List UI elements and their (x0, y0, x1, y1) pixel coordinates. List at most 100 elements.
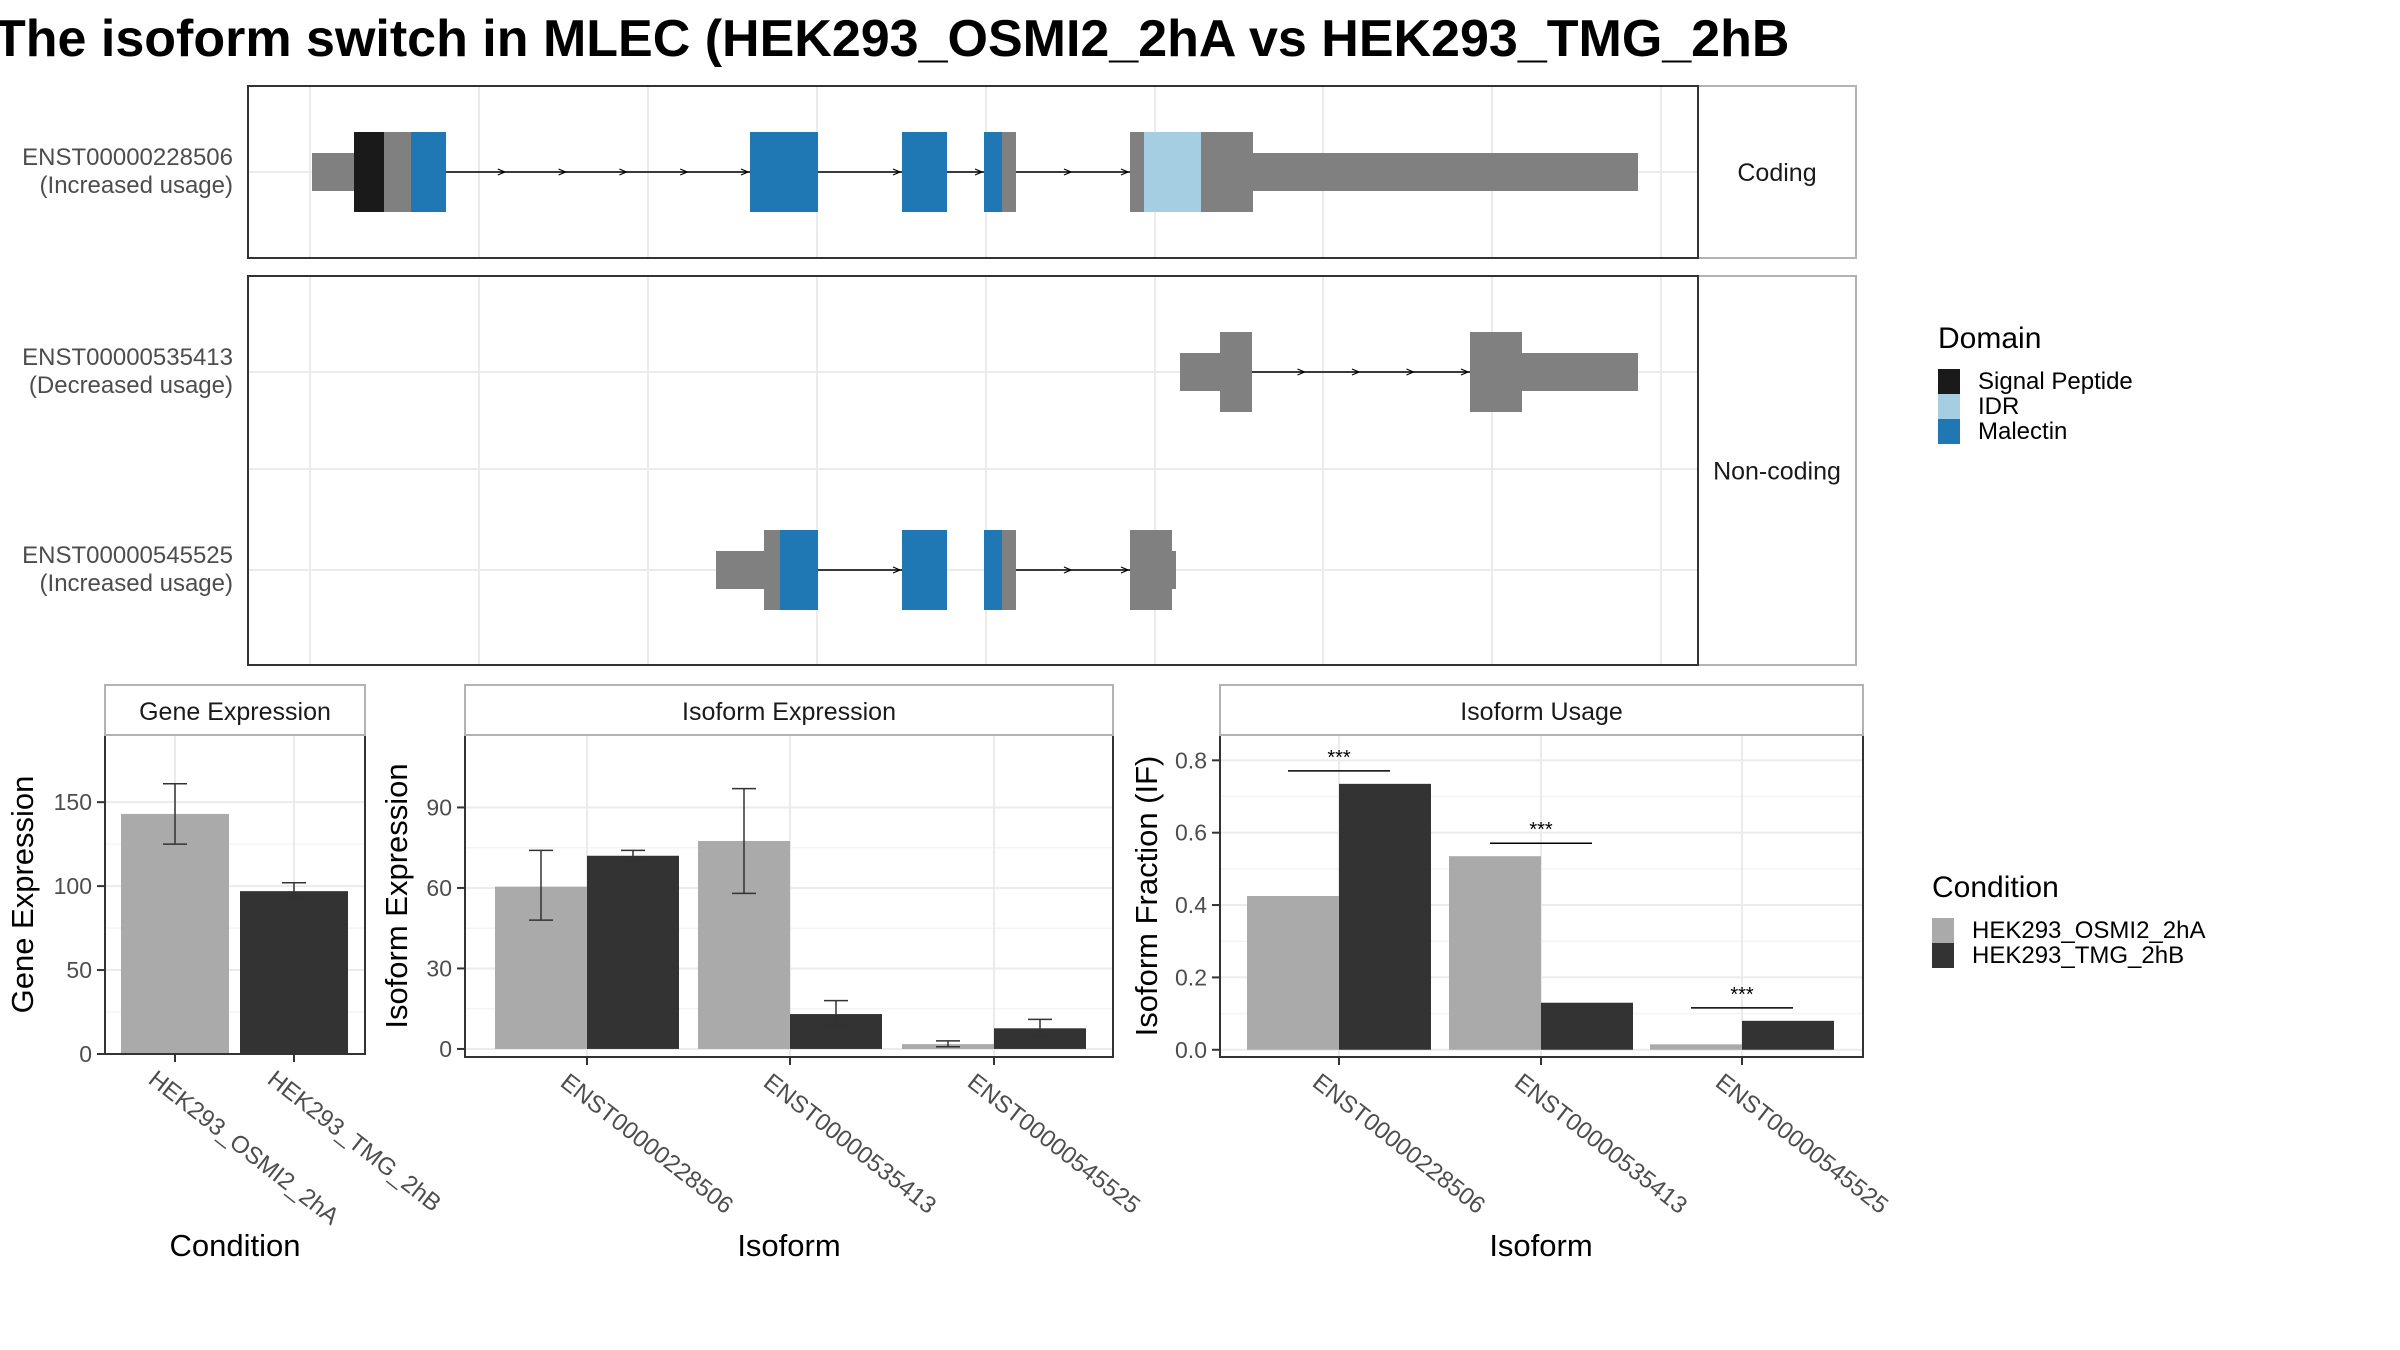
utr-exon (1172, 551, 1176, 589)
legend-label: HEK293_TMG_2hB (1972, 942, 2184, 969)
intron-direction-arrow (1460, 368, 1470, 376)
structure-panel-bg (248, 276, 1698, 665)
intron-direction-arrow (1297, 368, 1307, 376)
legend-title: Condition (1932, 871, 2059, 904)
malectin-domain-region (750, 132, 818, 212)
y-tick-label: 0.6 (1175, 820, 1207, 846)
x-tick-label: ENST00000535413 (1509, 1068, 1692, 1219)
coding-exon (1130, 132, 1144, 212)
bar (1339, 783, 1431, 1050)
y-tick-label: 0 (79, 1041, 92, 1067)
y-tick-label: 0.0 (1175, 1037, 1207, 1063)
legend-label: IDR (1978, 393, 2019, 420)
malectin-domain-region (411, 132, 446, 212)
y-axis-title: Isoform Fraction (IF) (1129, 756, 1164, 1037)
transcript-id-label: ENST00000228506 (22, 144, 233, 171)
y-axis-title: Gene Expression (5, 776, 40, 1014)
intron-direction-arrow (1063, 168, 1073, 176)
bar (240, 891, 348, 1054)
coding-exon (1002, 132, 1016, 212)
coding-exon (1201, 132, 1253, 212)
facet-strip (1697, 275, 1857, 666)
y-tick-label: 0.8 (1175, 747, 1207, 773)
x-tick-label: ENST00000545525 (962, 1068, 1145, 1219)
y-tick-label: 150 (54, 789, 92, 815)
y-tick-label: 0.4 (1175, 892, 1207, 918)
panel-title: Gene Expression (139, 698, 331, 726)
intron-direction-arrow (892, 566, 902, 574)
coding-exon (1130, 530, 1172, 610)
idr-region (1144, 132, 1201, 212)
coding-exon (1220, 332, 1252, 412)
intron-direction-arrow (619, 168, 628, 176)
legend-label: Signal Peptide (1978, 368, 2133, 395)
bar (994, 1028, 1086, 1049)
facet-label: Non-coding (1713, 458, 1841, 486)
y-tick-label: 30 (426, 955, 452, 981)
malectin-domain-region (902, 530, 947, 610)
intron-direction-arrow (974, 168, 984, 176)
utr-exon (1522, 353, 1638, 391)
intron-direction-arrow (740, 168, 750, 176)
legend-label: HEK293_OSMI2_2hA (1972, 917, 2205, 944)
intron-direction-arrow (679, 168, 689, 176)
legend-key (1932, 943, 1954, 968)
x-axis-title: Isoform (1489, 1228, 1592, 1263)
x-tick-label: HEK293_OSMI2_2hA (143, 1065, 344, 1230)
legend-key (1938, 394, 1960, 419)
legend-title: Domain (1938, 322, 2041, 355)
intron-direction-arrow (1063, 566, 1073, 574)
coding-exon (384, 132, 411, 212)
structure-panel-border (247, 275, 1699, 666)
malectin-domain-region (984, 132, 1002, 212)
malectin-domain-region (902, 132, 947, 212)
bar (1742, 1020, 1834, 1050)
significance-label: *** (1529, 819, 1553, 841)
x-axis-title: Isoform (737, 1228, 840, 1263)
y-tick-label: 50 (66, 957, 92, 983)
significance-label: *** (1327, 747, 1351, 769)
utr-exon (1253, 153, 1638, 191)
structure-panel-border (247, 85, 1699, 259)
panel-strip (1219, 684, 1864, 736)
y-tick-label: 100 (54, 873, 92, 899)
utr-exon (312, 153, 354, 191)
panel-strip (464, 684, 1114, 736)
bar (1541, 1002, 1633, 1050)
coding-exon (1002, 530, 1016, 610)
panel-strip (104, 684, 366, 736)
intron-direction-arrow (497, 168, 507, 176)
panel-title: Isoform Usage (1460, 698, 1623, 726)
bar (1650, 1044, 1742, 1050)
signal-peptide-region (354, 132, 384, 212)
legend-key (1938, 369, 1960, 394)
bar (1247, 896, 1339, 1050)
y-axis-title: Isoform Expression (379, 763, 414, 1028)
malectin-domain-region (984, 530, 1002, 610)
transcript-id-label: ENST00000535413 (22, 344, 233, 371)
coding-exon (1470, 332, 1522, 412)
x-tick-label: ENST00000545525 (1710, 1068, 1893, 1219)
intron-direction-arrow (558, 168, 568, 176)
facet-label: Coding (1737, 159, 1816, 187)
panel-title: Isoform Expression (682, 698, 896, 726)
utr-exon (1180, 353, 1220, 391)
intron-direction-arrow (1406, 368, 1416, 376)
significance-label: *** (1730, 984, 1754, 1006)
x-tick-label: ENST00000228506 (1307, 1068, 1490, 1219)
y-tick-label: 0.2 (1175, 964, 1207, 990)
bar (1449, 856, 1541, 1050)
x-axis-title: Condition (170, 1228, 301, 1263)
bar (587, 855, 679, 1049)
figure-title: The isoform switch in MLEC (HEK293_OSMI2… (0, 10, 1789, 68)
utr-exon (716, 551, 764, 589)
x-tick-label: ENST00000535413 (758, 1068, 941, 1219)
legend-key (1932, 918, 1954, 943)
facet-strip (1697, 85, 1857, 259)
transcript-structure-panel: CodingNon-codingENST00000228506(Increase… (22, 85, 1857, 666)
intron-direction-arrow (1120, 168, 1130, 176)
bar (121, 813, 229, 1054)
coding-exon (764, 530, 780, 610)
y-tick-label: 60 (426, 875, 452, 901)
